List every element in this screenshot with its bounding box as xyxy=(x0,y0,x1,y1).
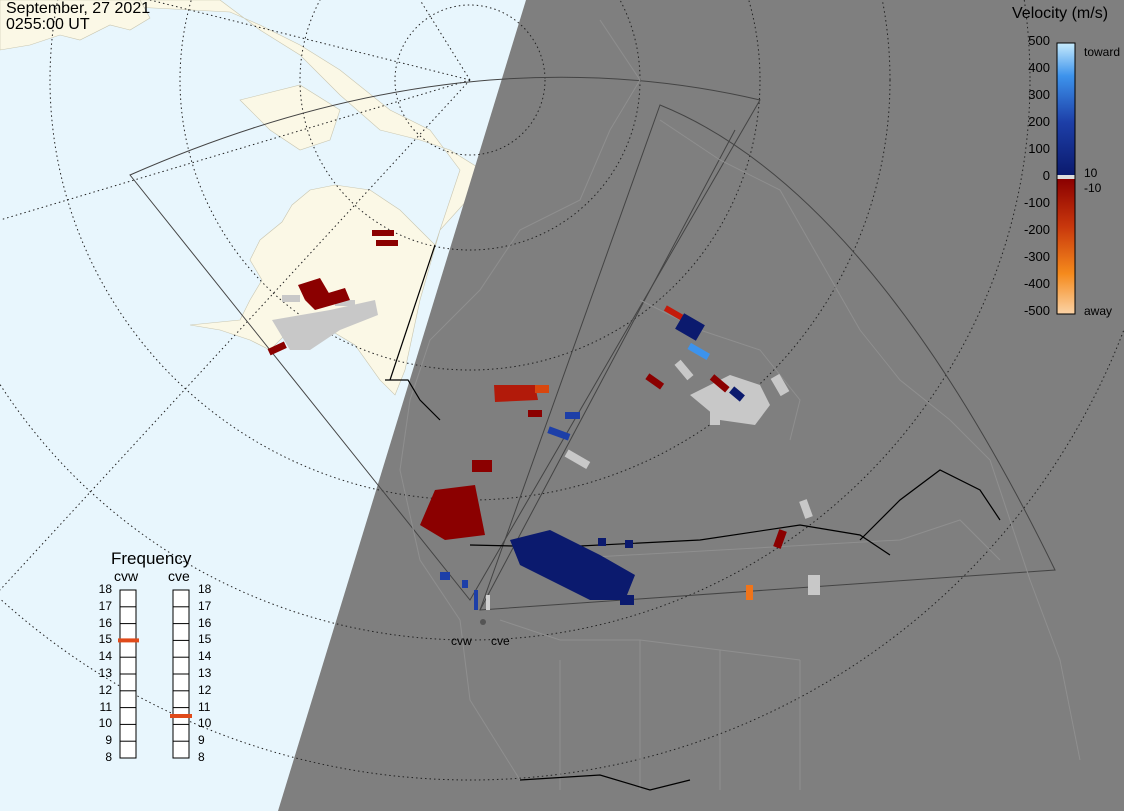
radar-site-markers xyxy=(474,590,490,625)
frequency-scale-label: 14 xyxy=(98,649,112,664)
frequency-scale-label: 18 xyxy=(98,582,112,596)
colorbar-tick: 200 xyxy=(1028,114,1050,129)
frequency-scale-label: 17 xyxy=(198,598,212,613)
colorbar-tick: 500 xyxy=(1028,33,1050,48)
frequency-scale-label: 15 xyxy=(98,632,112,647)
colorbar-tick: 0 xyxy=(1042,168,1050,183)
velocity-toward xyxy=(440,313,745,605)
frequency-scale-label: 9 xyxy=(198,733,205,748)
frequency-scale-label: 16 xyxy=(98,615,112,630)
frequency-bars xyxy=(118,589,192,759)
frequency-radar-label-cvw: cvw xyxy=(114,568,139,584)
colorbar-tick: 100 xyxy=(1028,141,1050,156)
velocity-away xyxy=(267,230,787,600)
radar-fov-outline xyxy=(129,76,1056,611)
frequency-scale-label: 18 xyxy=(198,582,212,596)
colorbar-tick: 300 xyxy=(1028,87,1050,102)
frequency-scale-label: 8 xyxy=(105,750,112,764)
frequency-scale-label: 10 xyxy=(98,716,112,731)
colorbar-toward-label: toward xyxy=(1084,45,1121,59)
velocity-colorbar xyxy=(1056,42,1076,315)
colorbar-tick: -500 xyxy=(1023,303,1050,318)
frequency-scale-label: 13 xyxy=(198,666,212,680)
frequency-title: Frequency xyxy=(111,549,192,568)
coastlines xyxy=(399,19,1081,790)
frequency-bar-cvw xyxy=(118,589,139,759)
colorbar-tick: -300 xyxy=(1023,249,1050,264)
frequency-scale-label: 11 xyxy=(99,699,112,714)
radar-label-cve: cve xyxy=(491,634,510,648)
colorbar-tick: -400 xyxy=(1023,276,1050,291)
frequency-scale-label: 11 xyxy=(198,699,211,714)
frequency-scale-label: 13 xyxy=(98,666,112,680)
frequency-scale-label: 12 xyxy=(98,682,112,697)
frequency-scale-label: 8 xyxy=(198,750,205,764)
date-label: September, 27 2021 xyxy=(6,0,151,17)
frequency-scale-label: 15 xyxy=(198,632,212,647)
daylight-land xyxy=(0,0,491,396)
radar-label-cvw: cvw xyxy=(451,634,472,648)
colorbar-pos-threshold: 10 xyxy=(1084,166,1098,180)
frequency-scale-label: 14 xyxy=(198,649,212,664)
lat-lon-grid xyxy=(0,0,1124,781)
frequency-scale-label: 9 xyxy=(105,733,112,748)
colorbar-tick: -200 xyxy=(1023,222,1050,237)
frequency-scale-label: 17 xyxy=(98,598,112,613)
frequency-scale-label: 12 xyxy=(198,682,212,697)
colorbar-tick: 400 xyxy=(1028,60,1050,75)
colorbar-tick: -100 xyxy=(1023,195,1050,210)
frequency-indicator xyxy=(170,714,192,718)
colorbar-neg-threshold: -10 xyxy=(1084,181,1102,195)
frequency-scale-label: 10 xyxy=(198,716,212,731)
frequency-bar-cve xyxy=(170,589,192,759)
frequency-indicator xyxy=(118,638,139,643)
colorbar-title: Velocity (m/s) xyxy=(1012,5,1109,22)
frequency-radar-label-cve: cve xyxy=(168,568,190,584)
frequency-scale-label: 16 xyxy=(198,615,212,630)
colorbar-away-label: away xyxy=(1084,304,1113,318)
ground-scatter xyxy=(272,295,820,595)
time-label: 0255:00 UT xyxy=(6,16,90,33)
